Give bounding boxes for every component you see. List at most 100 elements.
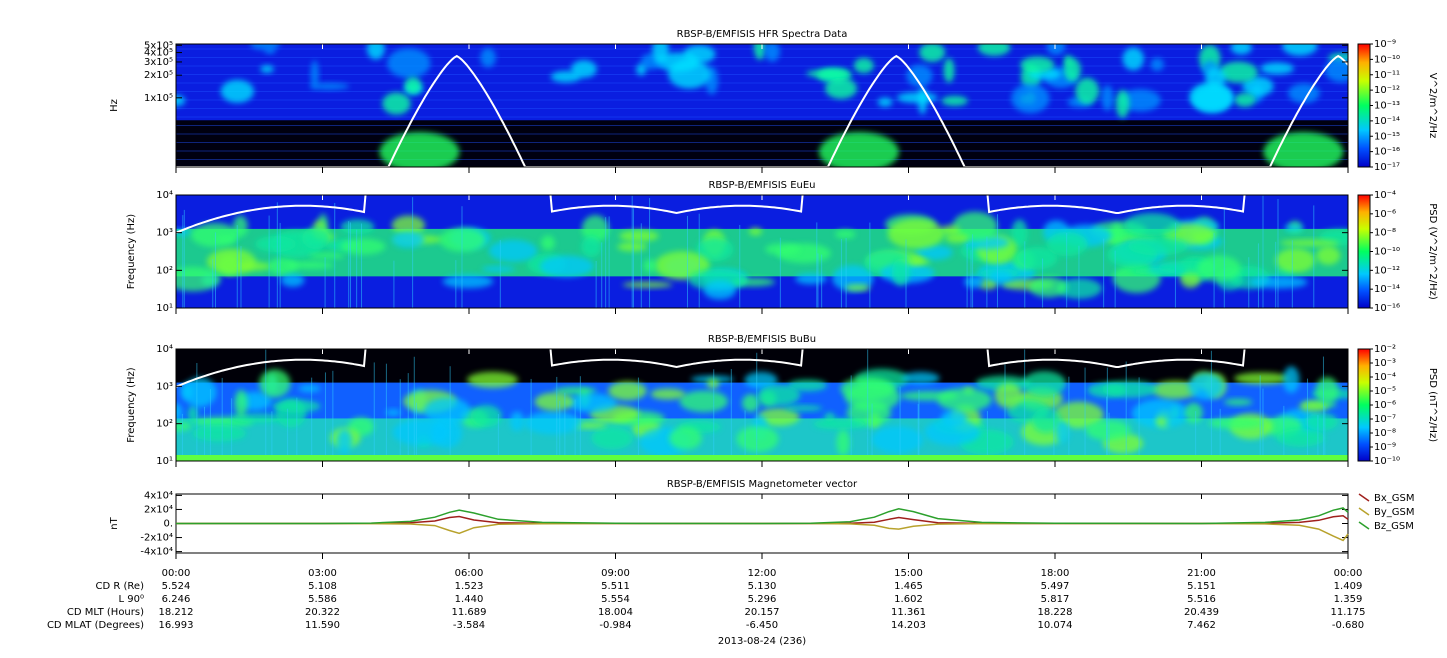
x-tick-label: 12:00 <box>748 568 777 579</box>
plasma-curve <box>176 349 1246 388</box>
spectrogram-blob <box>1315 377 1339 405</box>
spectrogram-blob <box>952 211 998 242</box>
spectrogram-blob <box>280 273 305 287</box>
spectrogram-blob <box>298 384 321 393</box>
spectrogram-blob <box>744 371 778 389</box>
spectrogram-blob <box>340 238 386 255</box>
colorbar-tick-label: 10⁻¹² <box>1374 265 1400 276</box>
colorbar-tick-label: 10⁻¹¹ <box>1374 70 1400 81</box>
y-tick-label: 1x10⁵ <box>144 93 173 104</box>
spectrogram-blob <box>757 407 800 426</box>
plot-frame <box>175 43 1349 168</box>
spectrogram-blob <box>286 261 334 270</box>
spectrogram-blob <box>391 231 425 248</box>
colorbar-label: V^2/m^2/Hz <box>1427 73 1438 139</box>
spectrogram-blob <box>1122 47 1144 71</box>
x-tick-label: 03:00 <box>308 568 337 579</box>
ephemeris-value: -0.680 <box>1332 620 1364 631</box>
spectrogram-blob <box>467 371 519 388</box>
spectrogram-blob <box>964 275 984 289</box>
y-tick-label: -4x10⁴ <box>140 547 173 558</box>
colorbar-tick-label: 10⁻⁴ <box>1374 372 1396 383</box>
series-line <box>176 522 1349 542</box>
spectrogram-blob <box>302 227 331 250</box>
y-axis-label: Frequency (Hz) <box>126 367 137 443</box>
spectrogram-blob <box>824 412 835 422</box>
spectrogram-blob <box>510 411 525 432</box>
spectrogram-blob <box>387 48 431 79</box>
spectrogram-blob <box>706 378 720 389</box>
ephemeris-value: 5.497 <box>1041 581 1070 592</box>
spectrogram-blob <box>481 266 516 273</box>
spectrogram-blob <box>1230 44 1252 55</box>
spectrogram-blob <box>736 425 779 453</box>
x-tick-label: 21:00 <box>1187 568 1216 579</box>
spectrogram-blob <box>703 280 737 300</box>
colorbar-tick-label: 10⁻³ <box>1374 358 1396 369</box>
ephemeris-value: 1.602 <box>894 594 923 605</box>
ephemeris-value: -3.584 <box>453 620 485 631</box>
spectrogram <box>176 44 1348 167</box>
spectrogram-blob <box>1110 223 1124 247</box>
colorbar-tick-label: 10⁻⁶ <box>1374 209 1396 220</box>
spectrogram-blob <box>404 77 422 94</box>
ephemeris-value: 16.993 <box>159 620 194 631</box>
y-tick-label: 5x10⁵ <box>144 40 173 51</box>
spectrogram-blob <box>541 235 555 251</box>
ephemeris-value: 1.359 <box>1334 594 1363 605</box>
spectrogram-blob <box>1218 61 1258 83</box>
ephemeris-value: 11.175 <box>1331 607 1366 618</box>
spectrogram-blob <box>877 97 893 107</box>
spectrogram-blob <box>994 382 1023 409</box>
spectrogram-blob <box>919 44 946 63</box>
spectrogram-blob <box>765 243 801 256</box>
legend-label: Bx_GSM <box>1374 493 1415 504</box>
spectrogram-blob <box>1101 85 1114 111</box>
ephemeris-value: 20.157 <box>745 607 780 618</box>
spectrogram-blob <box>264 47 276 54</box>
y-tick-label: 10² <box>156 419 173 430</box>
spectrogram-blob <box>206 248 256 275</box>
spectrogram-blob <box>941 224 960 236</box>
y-tick-label: 10¹ <box>156 303 173 314</box>
colorbar <box>1357 348 1371 462</box>
spectrogram-blob <box>234 389 248 418</box>
spectrogram-blob <box>1189 82 1233 112</box>
ephemeris-value: 18.004 <box>598 607 633 618</box>
plot-frame <box>175 348 1349 462</box>
spectrogram-blob <box>643 259 657 273</box>
spectrogram-blob <box>844 382 901 412</box>
spectrogram-blob <box>978 278 998 290</box>
y-axis-label: Hz <box>109 99 120 112</box>
spectrogram-blob <box>987 269 1013 282</box>
plot-frame <box>175 194 1349 309</box>
y-tick-label: 10⁴ <box>156 190 173 201</box>
spectrogram <box>176 349 1348 461</box>
y-tick-label: 4x10⁴ <box>144 490 173 501</box>
spectrogram-blob <box>238 261 271 271</box>
spectrogram-blob <box>1263 132 1344 167</box>
spectrogram-blob <box>1075 77 1100 105</box>
spectrogram-blob <box>937 387 992 412</box>
ephemeris-value: 1.523 <box>455 581 484 592</box>
spectrogram-blob <box>379 132 460 167</box>
spectrogram-blob <box>784 405 823 412</box>
spectrogram-blob <box>943 58 955 83</box>
spectrogram-blob <box>310 60 319 89</box>
spectrogram-blob <box>215 235 236 243</box>
spectrogram-blob <box>191 222 239 248</box>
series-line <box>176 507 1349 525</box>
colorbar-tick-label: 10⁻⁷ <box>1374 414 1396 425</box>
spectrogram-blob <box>636 63 647 76</box>
y-tick-label: 10¹ <box>156 456 173 467</box>
legend-swatch <box>1358 507 1370 516</box>
colorbar-tick-label: 10⁻⁵ <box>1374 386 1396 397</box>
spectrogram-blob <box>787 379 828 392</box>
legend-label: Bz_GSM <box>1374 521 1414 532</box>
colorbar-tick-label: 10⁻¹⁵ <box>1374 131 1400 142</box>
colorbar-tick-label: 10⁻¹⁶ <box>1374 303 1400 314</box>
ephemeris-value: 5.817 <box>1041 594 1070 605</box>
panel-title: RBSP-B/EMFISIS Magnetometer vector <box>667 479 858 490</box>
spectrogram-blob <box>1011 219 1028 249</box>
